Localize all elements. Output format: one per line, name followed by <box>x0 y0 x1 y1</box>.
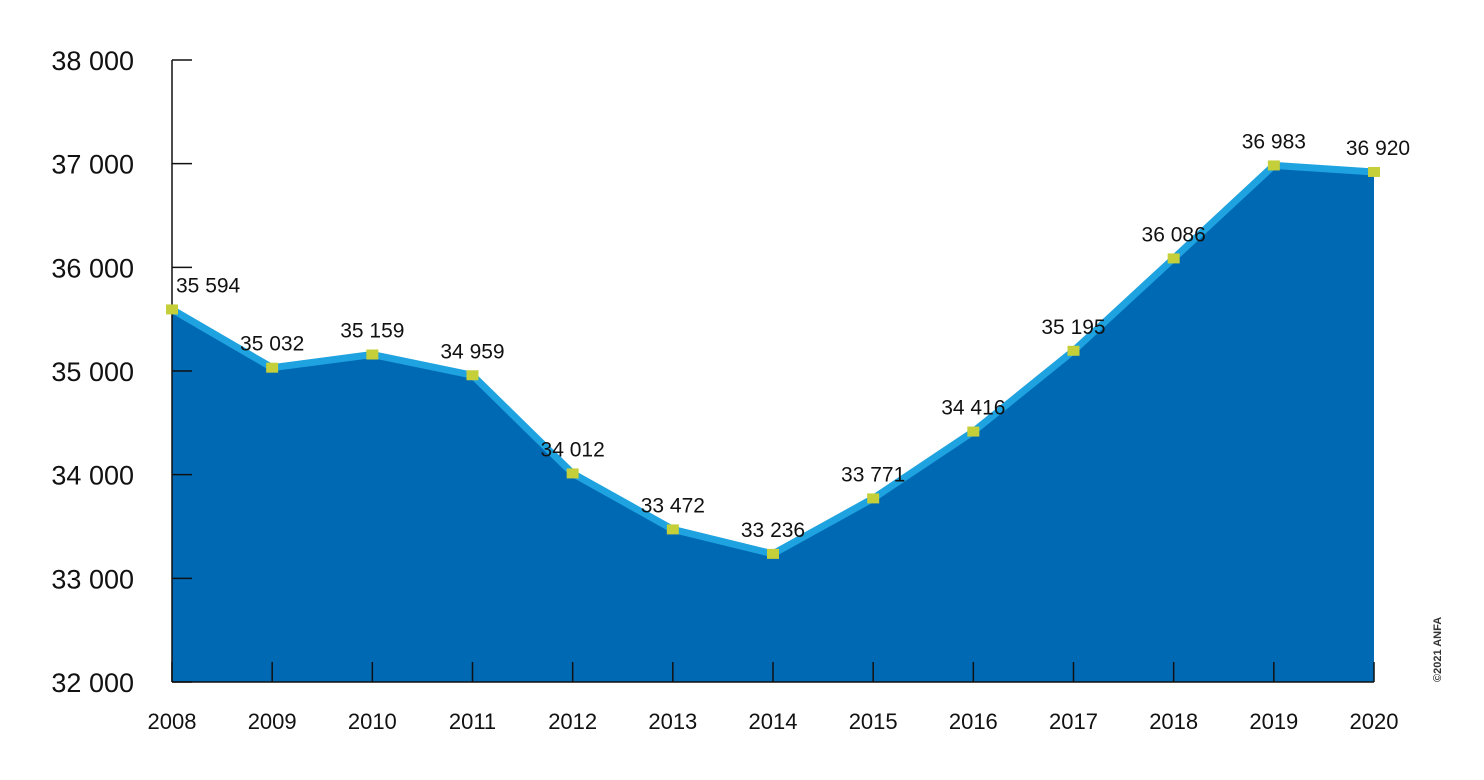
data-label: 35 594 <box>176 274 241 297</box>
x-tick-label: 2019 <box>1249 709 1298 734</box>
data-point-marker <box>1368 166 1380 177</box>
label-layer: 35 594 35 032 35 159 34 959 34 012 33 472 33 2… <box>176 130 1410 541</box>
data-label: 33 771 <box>841 463 905 486</box>
data-point-marker <box>767 548 779 559</box>
data-point-marker <box>166 304 178 315</box>
data-point-marker <box>1167 253 1180 264</box>
data-label: 36 086 <box>1142 223 1206 246</box>
data-point-marker <box>466 370 479 381</box>
x-tick-label: 2016 <box>949 709 998 734</box>
data-point-marker <box>1267 160 1280 171</box>
data-label: 33 472 <box>641 494 705 517</box>
data-point-marker <box>867 493 880 504</box>
y-tick-label: 37 000 <box>51 150 134 180</box>
data-label: 33 236 <box>741 519 805 542</box>
y-tick-label: 33 000 <box>51 564 134 594</box>
area-layer <box>172 165 1374 682</box>
data-label: 34 012 <box>541 438 605 461</box>
credit-text: ©2021 ANFA <box>1432 617 1444 682</box>
data-label: 34 959 <box>440 340 504 363</box>
data-label: 35 159 <box>340 320 404 343</box>
y-tick-label: 38 000 <box>51 46 134 76</box>
x-tick-label: 2018 <box>1149 709 1198 734</box>
x-tick-label: 2015 <box>849 709 898 734</box>
marker-layer <box>166 160 1380 559</box>
y-tick-label: 36 000 <box>51 253 134 283</box>
y-tick-label: 34 000 <box>51 461 134 491</box>
data-label: 34 416 <box>941 397 1005 420</box>
data-point-marker <box>1067 345 1080 356</box>
x-tick-label: 2009 <box>248 709 297 734</box>
x-tick-label: 2014 <box>749 709 798 734</box>
data-label: 35 032 <box>240 333 304 356</box>
y-tick-label: 35 000 <box>51 357 134 387</box>
y-tick-label: 32 000 <box>51 668 134 698</box>
x-tick-label: 2020 <box>1350 709 1399 734</box>
area-fill <box>172 165 1374 682</box>
data-label: 36 920 <box>1346 137 1410 160</box>
data-point-marker <box>666 524 679 535</box>
x-tick-label: 2012 <box>548 709 597 734</box>
axis-layer: 32 000 33 000 34 000 35 000 36 000 37 000 38 0… <box>51 46 1398 734</box>
x-tick-label: 2011 <box>449 709 496 734</box>
x-tick-label: 2013 <box>648 709 697 734</box>
data-label: 36 983 <box>1242 130 1306 153</box>
data-point-marker <box>967 426 980 437</box>
data-label: 35 195 <box>1041 316 1105 339</box>
data-point-marker <box>266 362 279 373</box>
x-tick-label: 2010 <box>348 709 397 734</box>
data-point-marker <box>566 468 579 479</box>
data-point-marker <box>366 349 379 360</box>
x-tick-label: 2008 <box>148 709 197 734</box>
x-tick-label: 2017 <box>1049 709 1098 734</box>
